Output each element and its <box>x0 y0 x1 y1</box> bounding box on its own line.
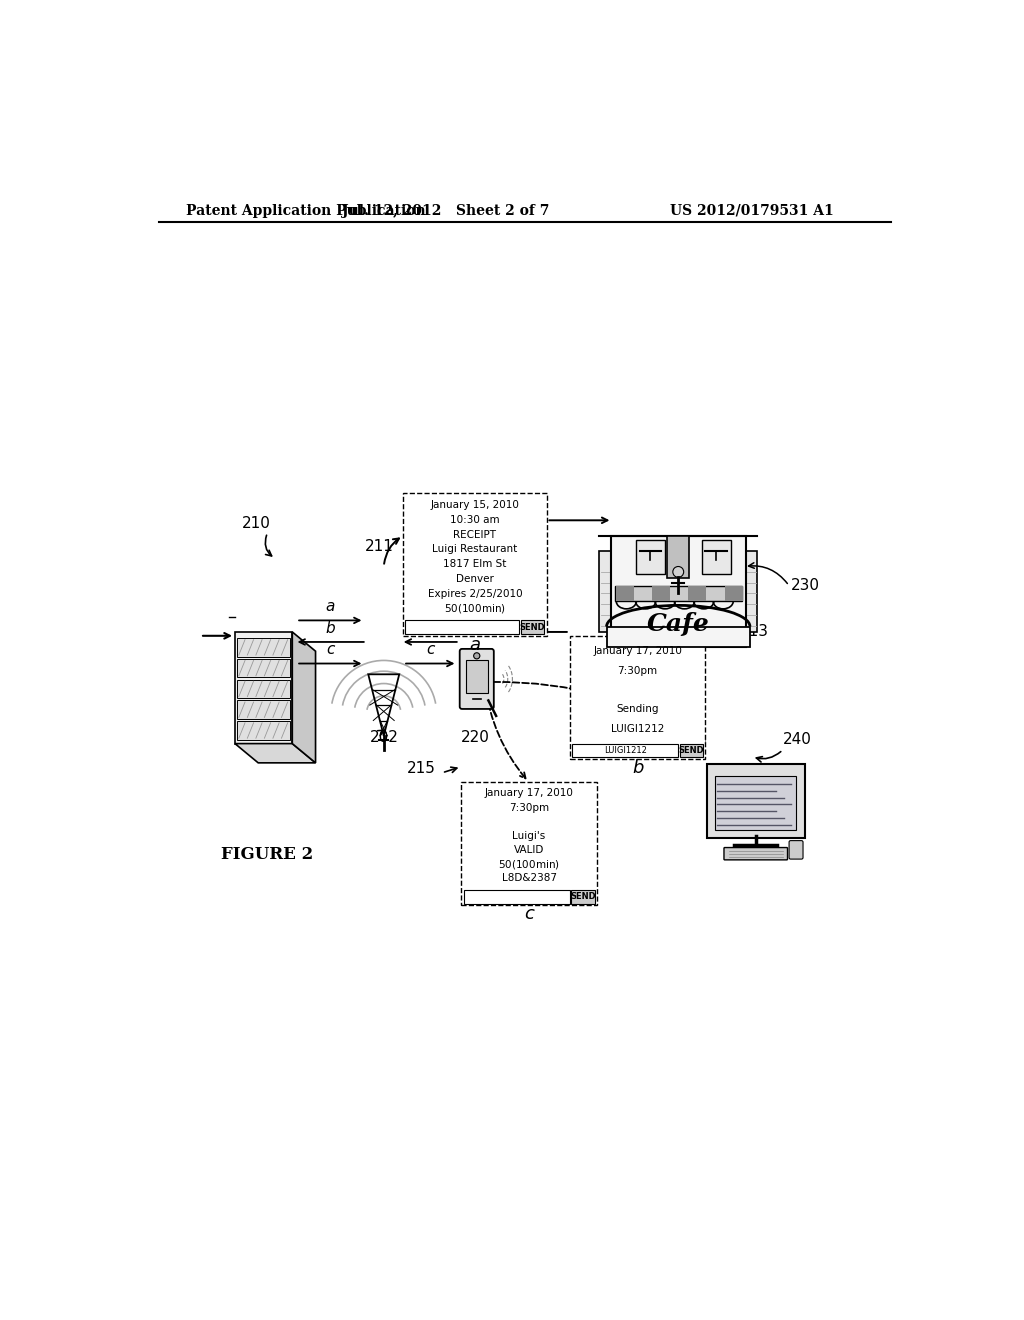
Text: SEND: SEND <box>679 746 705 755</box>
Polygon shape <box>607 627 750 647</box>
Polygon shape <box>238 721 290 739</box>
Text: Expires 2/25/2010: Expires 2/25/2010 <box>427 589 522 599</box>
Text: c: c <box>326 643 335 657</box>
FancyBboxPatch shape <box>464 890 569 904</box>
Polygon shape <box>238 680 290 698</box>
Polygon shape <box>616 586 634 601</box>
FancyBboxPatch shape <box>701 540 731 574</box>
Circle shape <box>474 653 480 659</box>
Polygon shape <box>238 659 290 677</box>
Text: 213: 213 <box>740 624 769 639</box>
FancyBboxPatch shape <box>716 776 796 830</box>
Polygon shape <box>292 632 315 763</box>
Text: Sending: Sending <box>616 704 658 714</box>
Polygon shape <box>614 586 741 601</box>
Text: 230: 230 <box>791 578 819 593</box>
Text: a: a <box>326 599 335 614</box>
Polygon shape <box>234 632 292 743</box>
Text: $50($100min): $50($100min) <box>499 858 560 871</box>
Text: SEND: SEND <box>520 623 546 632</box>
FancyBboxPatch shape <box>724 847 787 859</box>
FancyBboxPatch shape <box>521 620 544 635</box>
Polygon shape <box>238 638 290 656</box>
Text: c: c <box>524 906 534 923</box>
FancyBboxPatch shape <box>572 743 678 758</box>
Text: January 17, 2010: January 17, 2010 <box>593 647 682 656</box>
Polygon shape <box>234 743 315 763</box>
Text: a: a <box>469 636 480 653</box>
Text: 1817 Elm St: 1817 Elm St <box>443 560 507 569</box>
Polygon shape <box>652 586 671 601</box>
Text: Luigi's: Luigi's <box>512 830 546 841</box>
Text: 7:30pm: 7:30pm <box>509 803 549 813</box>
Text: 211: 211 <box>365 539 393 554</box>
FancyBboxPatch shape <box>406 620 519 635</box>
Text: Jul. 12, 2012   Sheet 2 of 7: Jul. 12, 2012 Sheet 2 of 7 <box>342 203 550 218</box>
Text: LUIGI1212: LUIGI1212 <box>604 746 646 755</box>
Text: c: c <box>426 643 434 657</box>
Text: 7:30pm: 7:30pm <box>617 665 657 676</box>
Text: 202: 202 <box>370 730 398 744</box>
Text: a: a <box>426 599 435 614</box>
Text: Patent Application Publication: Patent Application Publication <box>186 203 426 218</box>
Text: 210: 210 <box>242 516 270 531</box>
Text: VALID: VALID <box>514 845 544 855</box>
Text: SEND: SEND <box>570 892 596 902</box>
FancyBboxPatch shape <box>569 636 706 759</box>
Text: 10:30 am: 10:30 am <box>450 515 500 525</box>
Text: 215: 215 <box>407 760 436 776</box>
FancyBboxPatch shape <box>636 540 665 574</box>
Text: b: b <box>326 620 335 636</box>
FancyBboxPatch shape <box>571 890 595 904</box>
Text: FIGURE 2: FIGURE 2 <box>221 846 313 863</box>
Text: 220: 220 <box>461 730 490 744</box>
Text: Cafe: Cafe <box>647 612 710 636</box>
Polygon shape <box>599 552 623 632</box>
FancyBboxPatch shape <box>403 494 547 636</box>
Text: L8D&2387: L8D&2387 <box>502 874 557 883</box>
Polygon shape <box>238 701 290 719</box>
FancyBboxPatch shape <box>461 781 597 906</box>
Text: January 17, 2010: January 17, 2010 <box>484 788 573 799</box>
FancyBboxPatch shape <box>668 536 689 578</box>
Polygon shape <box>611 536 745 647</box>
Text: b: b <box>425 620 435 636</box>
Text: US 2012/0179531 A1: US 2012/0179531 A1 <box>671 203 835 218</box>
Text: 240: 240 <box>783 731 812 747</box>
Polygon shape <box>734 552 758 632</box>
Circle shape <box>673 566 684 577</box>
Text: RECEIPT: RECEIPT <box>454 529 497 540</box>
Text: January 15, 2010: January 15, 2010 <box>430 500 519 510</box>
Polygon shape <box>466 660 487 693</box>
Text: b: b <box>632 759 643 777</box>
Text: $50($100min): $50($100min) <box>444 602 506 615</box>
Polygon shape <box>725 586 742 601</box>
FancyBboxPatch shape <box>790 841 803 859</box>
FancyBboxPatch shape <box>460 649 494 709</box>
Text: Luigi Restaurant: Luigi Restaurant <box>432 544 517 554</box>
Text: LUIGI1212: LUIGI1212 <box>611 723 665 734</box>
FancyBboxPatch shape <box>680 743 703 758</box>
Polygon shape <box>688 586 707 601</box>
FancyBboxPatch shape <box>707 764 805 838</box>
Text: Denver: Denver <box>456 574 494 583</box>
